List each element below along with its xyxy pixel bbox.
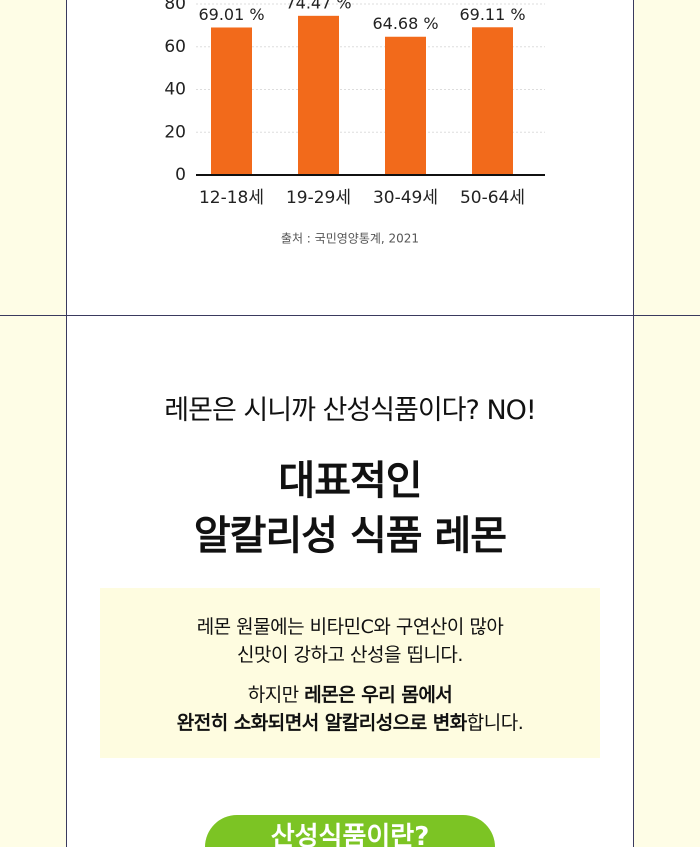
- subtitle: 레몬은 시니까 산성식품이다? NO!: [164, 395, 536, 426]
- y-tick-label: 20: [164, 122, 186, 142]
- text-span: 하지만: [247, 684, 305, 706]
- chart: 출처 : 국민영양통계, 2021 0 20 40 60 80 12-18세 69.01 %…: [164, 0, 545, 246]
- y-tick-label: 0: [175, 165, 186, 185]
- text-span: 신맛이 강하고 산성을 띱니다.: [237, 644, 463, 666]
- value-label: 64.68 %: [372, 14, 438, 33]
- x-tick-label: 30-49세: [373, 188, 438, 208]
- paragraph-line: 레몬 원물에는 비타민C와 구연산이 많아: [0, 612, 700, 639]
- paragraph-line: 신맛이 강하고 산성을 띱니다.: [0, 640, 700, 667]
- x-tick-label: 19-29세: [286, 188, 351, 208]
- paragraph-line: 완전히 소화되면서 알칼리성으로 변화합니다.: [0, 708, 700, 735]
- y-tick-label: 60: [164, 37, 186, 57]
- bar: [385, 36, 426, 176]
- divider: [0, 315, 700, 316]
- info-box: [100, 588, 600, 758]
- text-span: 합니다.: [466, 712, 524, 734]
- value-label: 69.11 %: [459, 5, 525, 24]
- text-span: 레몬 원물에는 비타민C와 구연산이 많아: [196, 616, 504, 638]
- bar: [472, 27, 513, 175]
- y-tick-label: 80: [164, 0, 186, 14]
- value-label: 69.01 %: [198, 5, 264, 24]
- text-span: 완전히 소화되면서 알칼리성으로 변화: [176, 712, 468, 734]
- button[interactable]: 산성식품이란?: [205, 815, 495, 847]
- source: 출처 : 국민영양통계, 2021: [281, 232, 419, 246]
- x-tick-label: 50-64세: [460, 188, 525, 208]
- paragraph-line: 하지만 레몬은 우리 몸에서: [0, 680, 700, 707]
- value-label: 74.47 %: [285, 0, 351, 12]
- y-tick-label: 40: [164, 80, 186, 100]
- x-tick-label: 12-18세: [199, 188, 264, 208]
- headline: 알칼리성 식품 레몬: [193, 513, 507, 559]
- text-span: 레몬은 우리 몸에서: [304, 684, 453, 706]
- bar: [211, 27, 252, 176]
- headline: 대표적인: [278, 458, 422, 504]
- bar: [298, 15, 339, 176]
